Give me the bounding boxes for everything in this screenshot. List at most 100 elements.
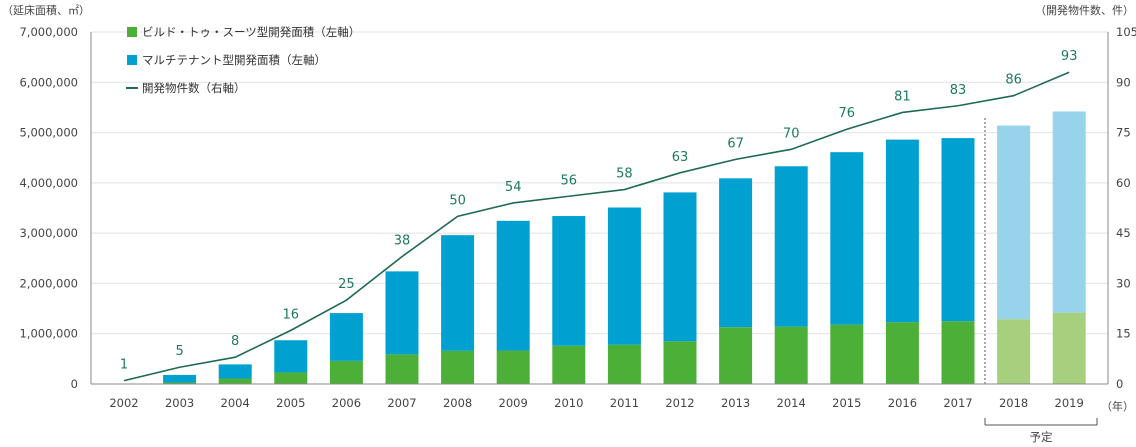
bar-bts [1052,312,1086,384]
y-right-tick-label: 15 [1116,327,1131,341]
legend-label-multi: マルチテナント型開発面積（左軸） [142,53,326,67]
count-label: 81 [894,89,911,104]
bar-bts [941,321,975,384]
bars [163,111,1086,384]
bar-bts [607,344,641,384]
bar-multi [941,138,975,322]
y-right-tick-label: 75 [1116,126,1131,140]
bar-bts [385,354,419,384]
bar-bts [496,350,530,384]
bar-bts [163,382,197,384]
y-left-tick-label: 3,000,000 [19,226,78,240]
count-label: 5 [175,344,183,359]
bar-bts [274,372,308,384]
y-left-tick-label: 5,000,000 [19,126,78,140]
x-ticks: 2002 2003 2004 2005 2006 2007 2008 2009 2010 2011… [109,396,1083,410]
y-left-axis-title: （延床面積、㎡） [2,3,90,17]
x-tick-label: 2004 [221,396,250,410]
bar-bts [719,327,753,384]
planned-label: 予定 [1030,430,1053,444]
bar-bts [441,350,475,384]
y-right-tick-label: 60 [1116,176,1131,190]
bar-multi [274,340,308,373]
bar-bts [552,345,586,384]
y-right-tick-label: 90 [1116,75,1131,89]
y-left-tick-label: 2,000,000 [19,276,78,290]
count-label: 1 [120,358,128,373]
count-label: 16 [283,307,300,322]
bar-bts [774,326,808,384]
bar-multi [830,152,864,325]
bar-multi [607,207,641,345]
bar-multi [774,166,808,327]
x-axis-title: （年） [1101,399,1134,413]
count-label: 93 [1061,49,1078,64]
y-right-ticks: 0 15 30 45 60 75 90 105 [1116,25,1136,391]
x-tick-label: 2006 [332,396,361,410]
bar-multi [163,374,197,383]
count-label: 38 [394,234,411,249]
count-label: 63 [672,150,689,165]
bar-bts [663,341,697,384]
y-right-tick-label: 30 [1116,276,1131,290]
bar-multi [1052,111,1086,313]
count-label: 86 [1005,73,1022,88]
count-label: 58 [616,167,633,182]
line-series [123,71,1070,382]
count-label: 70 [783,126,800,141]
x-tick-label: 2007 [387,396,416,410]
count-label: 8 [231,334,239,349]
x-tick-label: 2012 [665,396,694,410]
bar-bts [997,319,1031,384]
count-label: 25 [338,277,355,292]
x-tick-label: 2003 [165,396,194,410]
legend-swatch-multi [127,55,137,65]
count-line [123,71,1070,382]
legend-label-bts: ビルド・トゥ・スーツ型開発面積（左軸） [142,25,360,39]
x-tick-label: 2010 [554,396,583,410]
x-tick-label: 2016 [888,396,917,410]
legend: ビルド・トゥ・スーツ型開発面積（左軸） マルチテナント型開発面積（左軸） 開発物… [126,25,360,95]
count-label: 54 [505,180,522,195]
bar-multi [552,216,586,346]
legend-swatch-bts [127,27,137,37]
y-right-tick-label: 45 [1116,226,1131,240]
y-left-tick-label: 7,000,000 [19,25,78,39]
bar-multi [329,313,363,361]
y-right-axis-title: （開発物件数、件） [1035,3,1134,17]
bar-multi [997,125,1031,320]
axes [90,32,1109,385]
y-left-tick-label: 0 [71,377,78,391]
bar-bts [830,324,864,384]
gridlines [91,31,1108,335]
count-label: 76 [839,106,856,121]
x-tick-label: 2019 [1055,396,1084,410]
x-tick-label: 2002 [109,396,138,410]
bar-multi [496,220,530,351]
count-label: 67 [727,136,744,151]
bar-bts [218,378,252,384]
count-label: 50 [449,193,466,208]
y-left-tick-label: 6,000,000 [19,75,78,89]
y-left-tick-label: 1,000,000 [19,327,78,341]
x-tick-label: 2005 [276,396,305,410]
x-tick-label: 2011 [610,396,639,410]
x-tick-label: 2009 [499,396,528,410]
y-right-tick-label: 105 [1116,25,1136,39]
legend-label-line: 開発物件数（右軸） [142,81,246,95]
bar-multi [885,139,919,323]
bar-multi [663,192,697,342]
bar-bts [329,360,363,384]
x-tick-label: 2013 [721,396,750,410]
x-tick-label: 2018 [999,396,1028,410]
bar-multi [218,364,252,379]
bar-multi [719,178,753,328]
bar-multi [385,271,419,355]
count-label: 56 [561,173,578,188]
x-tick-label: 2017 [943,396,972,410]
x-tick-label: 2008 [443,396,472,410]
bar-bts [885,322,919,384]
y-right-tick-label: 0 [1116,377,1123,391]
